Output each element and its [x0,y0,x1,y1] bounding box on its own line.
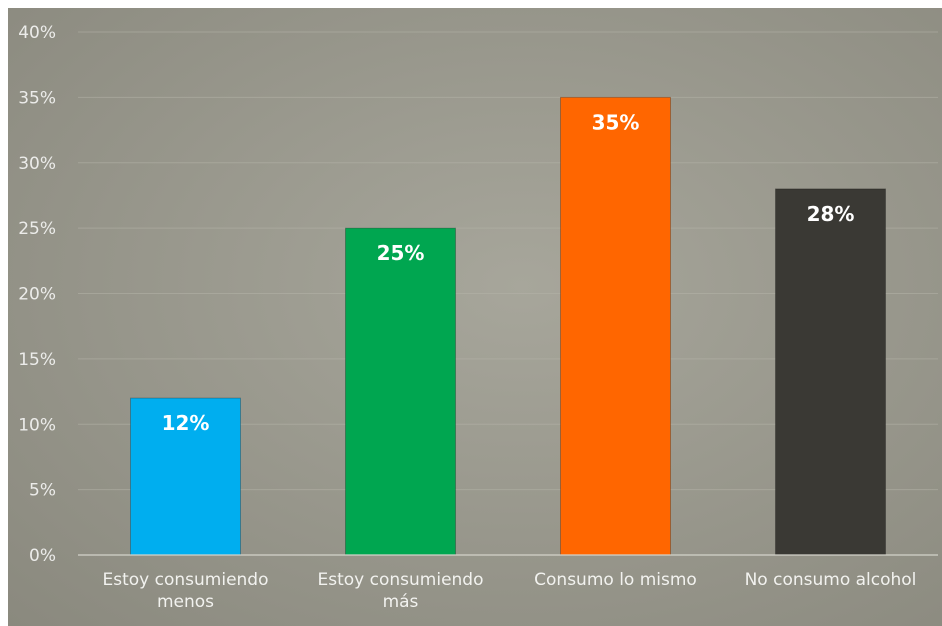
y-tick-label: 15% [18,350,56,370]
y-tick-label: 40% [18,23,56,43]
bar-value-label: 25% [377,241,425,265]
x-category-label: Consumo lo mismo [534,570,697,590]
bar-value-label: 12% [162,411,210,435]
x-category-label: Estoy consumiendo [103,570,269,590]
chart-frame: 0% 5% 10% 15% 20% 25% 30% 35% 40% 12% 25% 35% 28% E… [8,8,942,626]
y-tick-label: 30% [18,154,56,174]
y-tick-label: 20% [18,285,56,305]
x-category-label: Estoy consumiendo [318,570,484,590]
x-category-label: No consumo alcohol [745,570,917,590]
data-labels: 12% 25% 35% 28% [162,110,855,435]
bar-value-label: 28% [807,202,855,226]
bar-value-label: 35% [592,110,640,134]
bars [130,96,886,556]
bar [775,188,886,556]
y-tick-label: 35% [18,88,56,108]
x-category-label: menos [157,592,214,612]
y-tick-label: 10% [18,415,56,435]
bar-chart: 0% 5% 10% 15% 20% 25% 30% 35% 40% 12% 25% 35% 28% E… [18,23,938,612]
bar [345,227,456,556]
y-tick-label: 0% [29,546,56,566]
y-tick-label: 5% [29,481,56,501]
x-category-label: más [383,592,419,612]
bar [560,96,671,556]
bar [130,397,241,556]
y-axis-ticks: 0% 5% 10% 15% 20% 25% 30% 35% 40% [18,23,56,566]
y-tick-label: 25% [18,219,56,239]
